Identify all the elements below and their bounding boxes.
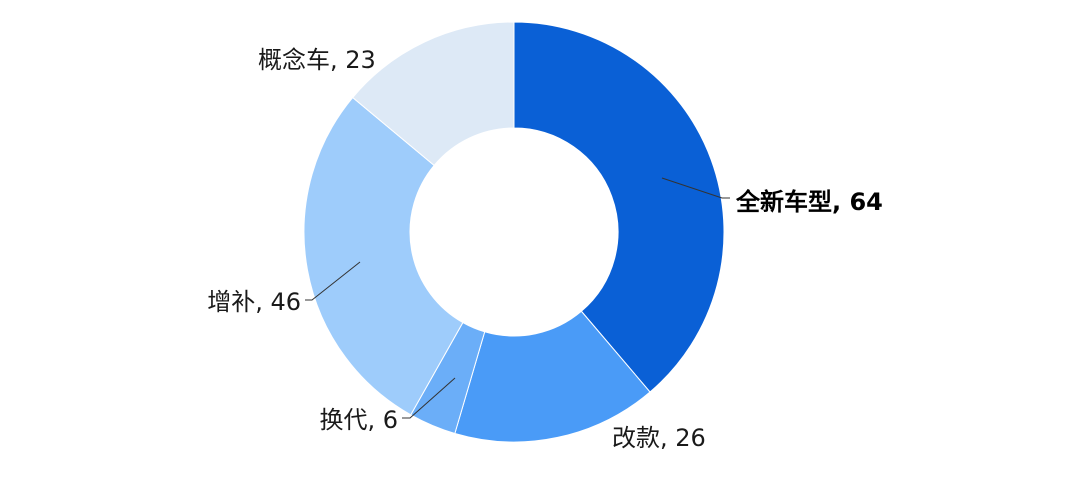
slice-gainian	[351, 21, 515, 167]
slice-label-huandai: 换代, 6	[319, 406, 398, 434]
slice-label-zengbu: 增补, 46	[207, 288, 301, 316]
slice-label-gaikuan: 改款, 26	[612, 424, 706, 452]
donut-slices	[303, 21, 725, 443]
slice-zengbu	[303, 96, 464, 416]
slice-label-gainian: 概念车, 23	[258, 46, 376, 74]
leader-line-quanxin	[661, 177, 730, 199]
slice-label-quanxin: 全新车型, 64	[735, 188, 883, 216]
slice-quanxin	[513, 21, 725, 393]
leader-line-huandai	[402, 377, 456, 419]
leader-line-zengbu	[305, 261, 361, 301]
leader-lines	[305, 177, 730, 419]
slice-gaikuan	[454, 310, 651, 443]
slice-labels: 全新车型, 64 改款, 26 换代, 6 增补, 46 概念车, 23	[207, 46, 883, 452]
